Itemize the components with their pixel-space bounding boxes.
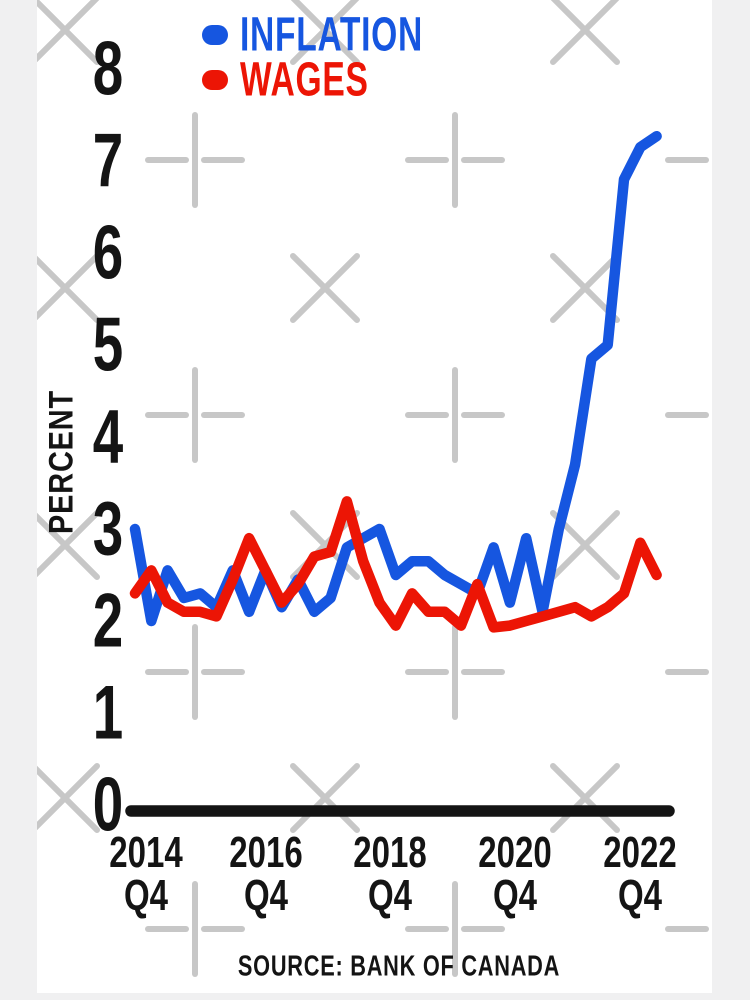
watermark-x-icon [550,0,620,65]
chart-canvas [37,0,709,977]
watermark-x-icon [37,763,100,831]
x-tick-label-2016: 2016 Q4 [214,828,319,920]
wages-line-swatch-icon [202,70,228,90]
wages-line [129,496,662,633]
watermark-x-icon [550,763,620,833]
x-tick-quarter: Q4 [123,871,169,920]
y-tick-label-1: 1 [92,670,124,756]
x-tick-quarter: Q4 [367,871,413,920]
legend-label-wages: WAGES [240,53,369,107]
y-axis-title: PERCENT [42,389,81,535]
watermark-x-icon [550,510,620,580]
x-tick-quarter: Q4 [243,871,289,920]
x-tick-year: 2018 [353,828,427,877]
x-tick-label-2020: 2020 Q4 [463,828,568,920]
x-tick-year: 2020 [478,828,552,877]
source-caption: SOURCE: BANK OF CANADA [237,950,561,983]
watermark-x-icon [37,510,100,578]
x-tick-label-2018: 2018 Q4 [338,828,443,920]
watermark-x-icon [37,0,100,63]
x-tick-year: 2016 [229,828,303,877]
watermark-x-icon [290,253,360,323]
x-tick-label-2014: 2014 Q4 [94,828,199,920]
x-tick-year: 2022 [603,828,677,877]
watermark-x-icon [37,253,100,321]
y-tick-label-5: 5 [92,302,124,388]
y-tick-label-7: 7 [92,118,124,204]
x-tick-quarter: Q4 [617,871,663,920]
y-tick-label-3: 3 [92,486,124,572]
legend-label-inflation: INFLATION [240,8,423,62]
y-tick-label-8: 8 [92,26,124,112]
watermark-x-icon [550,253,620,323]
y-tick-label-6: 6 [92,210,124,296]
watermark-x-icon [290,763,360,833]
inflation-line-swatch-icon [202,25,228,45]
x-tick-year: 2014 [109,828,183,877]
x-tick-label-2022: 2022 Q4 [588,828,693,920]
y-tick-label-0: 0 [92,762,124,848]
y-tick-label-4: 4 [92,394,124,480]
x-tick-quarter: Q4 [492,871,538,920]
watermark-x-icon [290,0,360,65]
y-tick-label-2: 2 [92,578,124,664]
